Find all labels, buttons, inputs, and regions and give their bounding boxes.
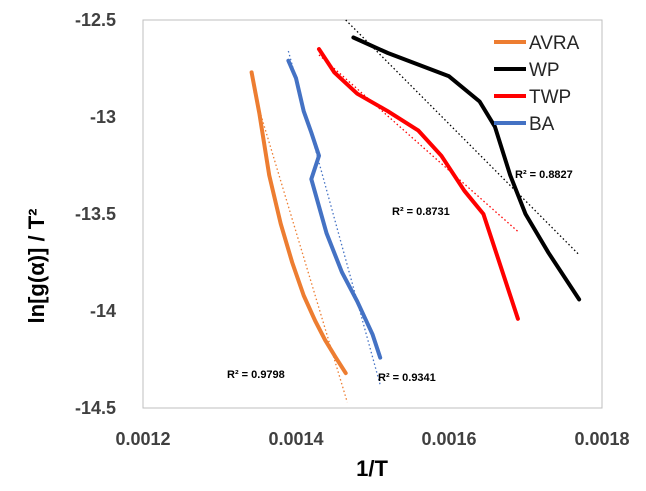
twp-legend-label: TWP <box>529 87 571 108</box>
r-squared-labels: R² = 0.9798 R² = 0.8827 R² = 0.8731 R² = 0.… <box>227 169 573 384</box>
series-lines <box>249 35 582 376</box>
twp-trendline <box>318 54 519 232</box>
x-axis-ticks: 0.0012 0.0014 0.0016 0.0018 <box>115 429 629 449</box>
ba-r2-label: R² = 0.9341 <box>378 372 436 384</box>
y-axis-title: ln[g(α)] / T² <box>24 209 49 324</box>
x-tick-label: 0.0016 <box>421 429 476 449</box>
y-tick-label: -13 <box>90 107 116 127</box>
legend: AVRA WP TWP BA <box>494 33 580 135</box>
twp-series-line <box>317 47 520 321</box>
avra-r2-label: R² = 0.9798 <box>227 369 285 381</box>
y-tick-label: -14 <box>90 301 116 321</box>
x-tick-label: 0.0012 <box>115 429 170 449</box>
wp-series-line <box>351 35 582 302</box>
twp-r2-label: R² = 0.8731 <box>392 206 450 218</box>
ba-legend-label: BA <box>529 114 555 135</box>
x-axis-title: 1/T <box>356 456 388 481</box>
avra-legend-label: AVRA <box>529 33 580 54</box>
trendlines <box>253 19 580 403</box>
y-axis-ticks: -12.5 -13 -13.5 -14 -14.5 <box>75 10 116 418</box>
avra-series-line <box>249 70 348 376</box>
y-tick-label: -12.5 <box>75 10 116 30</box>
plot-area <box>142 19 603 409</box>
x-tick-label: 0.0014 <box>268 429 323 449</box>
ba-series-line <box>286 58 383 360</box>
y-tick-label: -14.5 <box>75 398 116 418</box>
y-tick-label: -13.5 <box>75 204 116 224</box>
wp-legend-label: WP <box>529 60 560 81</box>
wp-trendline <box>345 19 580 256</box>
x-tick-label: 0.0018 <box>574 429 629 449</box>
ba-trendline <box>287 50 381 385</box>
wp-r2-label: R² = 0.8827 <box>515 169 573 181</box>
